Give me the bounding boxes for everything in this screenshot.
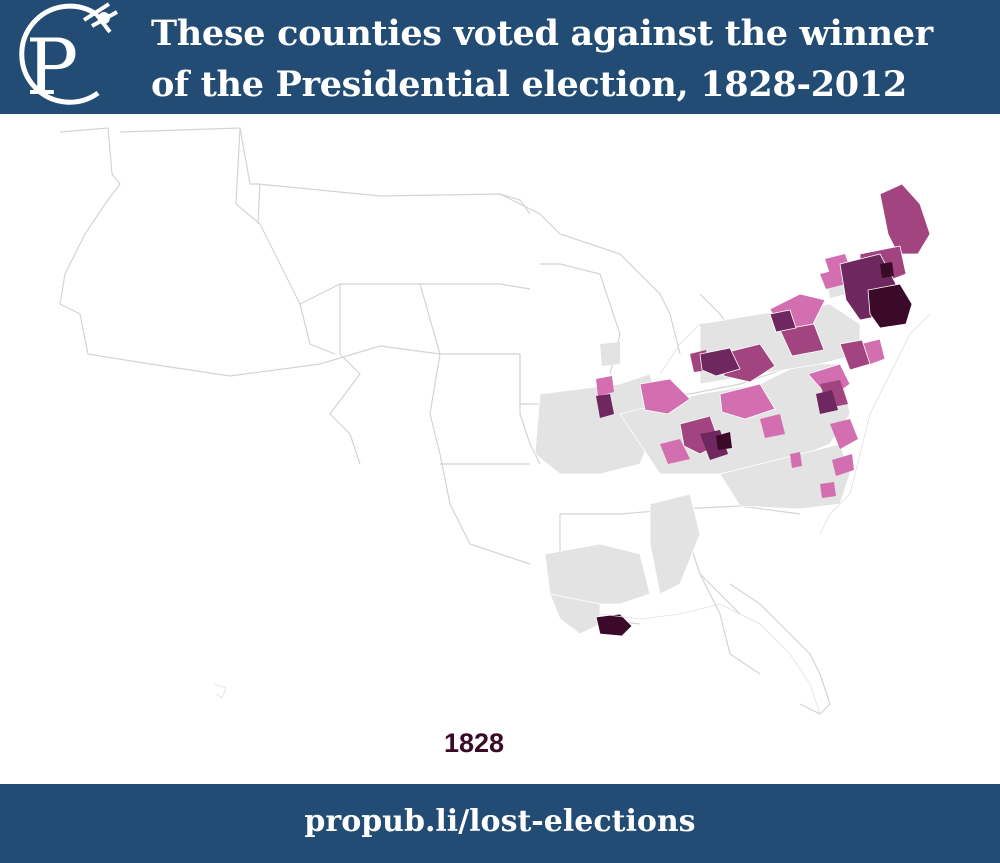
title-line-2: of the Presidential election, 1828-2012 bbox=[151, 64, 907, 105]
propublica-logo-icon: P bbox=[19, 2, 118, 113]
page-title: These counties voted against the winner … bbox=[151, 8, 971, 110]
footer-url-link[interactable]: propub.li/lost-elections bbox=[304, 804, 696, 839]
county-areas bbox=[534, 183, 931, 637]
county-map bbox=[59, 127, 931, 715]
logo-letter: P bbox=[26, 23, 78, 113]
title-line-1: These counties voted against the winner bbox=[151, 13, 933, 54]
map-year-label: 1828 bbox=[443, 728, 505, 758]
footer-banner: propub.li/lost-elections bbox=[0, 784, 1000, 863]
coastline bbox=[213, 313, 931, 715]
header-banner: P These counties voted against the winne… bbox=[0, 0, 1000, 114]
